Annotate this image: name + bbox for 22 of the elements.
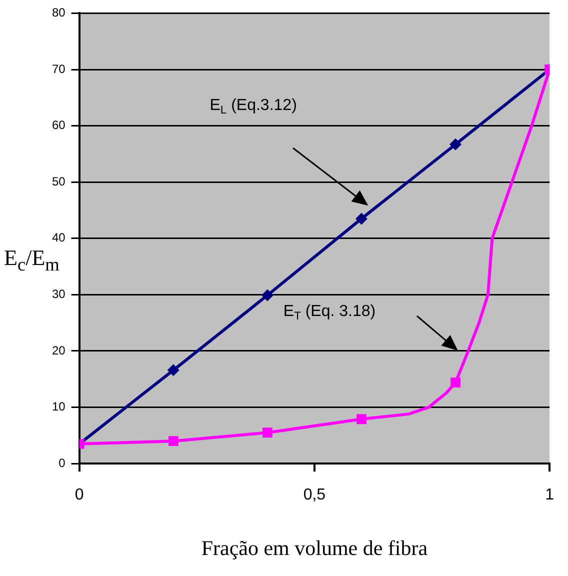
y-tick-label: 40 [52, 230, 66, 245]
point [450, 378, 460, 388]
y-tick-label: 0 [58, 456, 66, 470]
point [167, 364, 180, 376]
y-tick-label: 80 [52, 6, 66, 20]
x-tick-label: 0 [74, 486, 84, 504]
x-tick-label: 0,5 [303, 486, 326, 504]
x-axis-title: Fração em volume de fibra [201, 536, 428, 560]
y-tick-label: 70 [52, 62, 66, 76]
y-tick-label: 10 [52, 400, 66, 414]
y-tick-label: 60 [52, 118, 66, 132]
y-tick-label: 20 [52, 343, 66, 358]
point [261, 289, 274, 302]
y-tick-label: 50 [52, 174, 66, 188]
point [450, 138, 462, 150]
point [168, 436, 178, 446]
x-tick-label: 1 [545, 486, 554, 504]
point [355, 212, 368, 225]
y-axis-title: E$_{c}$/E$_{m}$ [4, 245, 60, 276]
point [356, 414, 366, 424]
y-tick-label: 30 [52, 287, 66, 302]
point [262, 428, 272, 438]
